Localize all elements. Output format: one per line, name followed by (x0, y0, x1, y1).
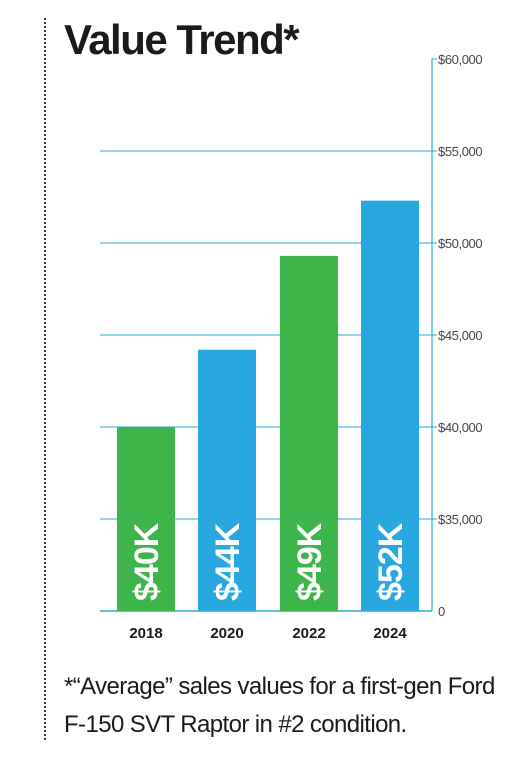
bar-2020 (198, 349, 256, 611)
bars (117, 200, 419, 611)
bar-value-label: $40K (128, 522, 166, 601)
bar-2018 (117, 427, 175, 611)
y-tick-label: $35,000 (438, 512, 482, 527)
y-tick-label: 0 (438, 604, 445, 619)
bar-2024 (361, 200, 419, 611)
bar-value-label: $49K (291, 522, 329, 601)
chart-footnote: *“Average” sales values for a first-gen … (64, 673, 495, 738)
bar-value-label: $52K (372, 522, 410, 601)
bar-2022 (280, 255, 338, 611)
x-category-label: 2022 (292, 625, 325, 642)
dotted-divider (44, 18, 46, 740)
x-category-label: 2024 (373, 625, 407, 642)
y-tick-label: $40,000 (438, 420, 482, 435)
y-tick-label: $45,000 (438, 328, 482, 343)
bar-value-label: $44K (209, 522, 247, 601)
chart-title: Value Trend* (64, 16, 300, 63)
y-tick-label: $55,000 (438, 144, 482, 159)
x-category-label: 2018 (129, 625, 162, 642)
x-category-label: 2020 (210, 625, 243, 642)
y-tick-label: $50,000 (438, 236, 482, 251)
labels: 0 $35,000 $40,000 $45,000 $50,000 $55,000 $60,… (128, 52, 483, 642)
y-tick-label: $60,000 (438, 52, 482, 67)
